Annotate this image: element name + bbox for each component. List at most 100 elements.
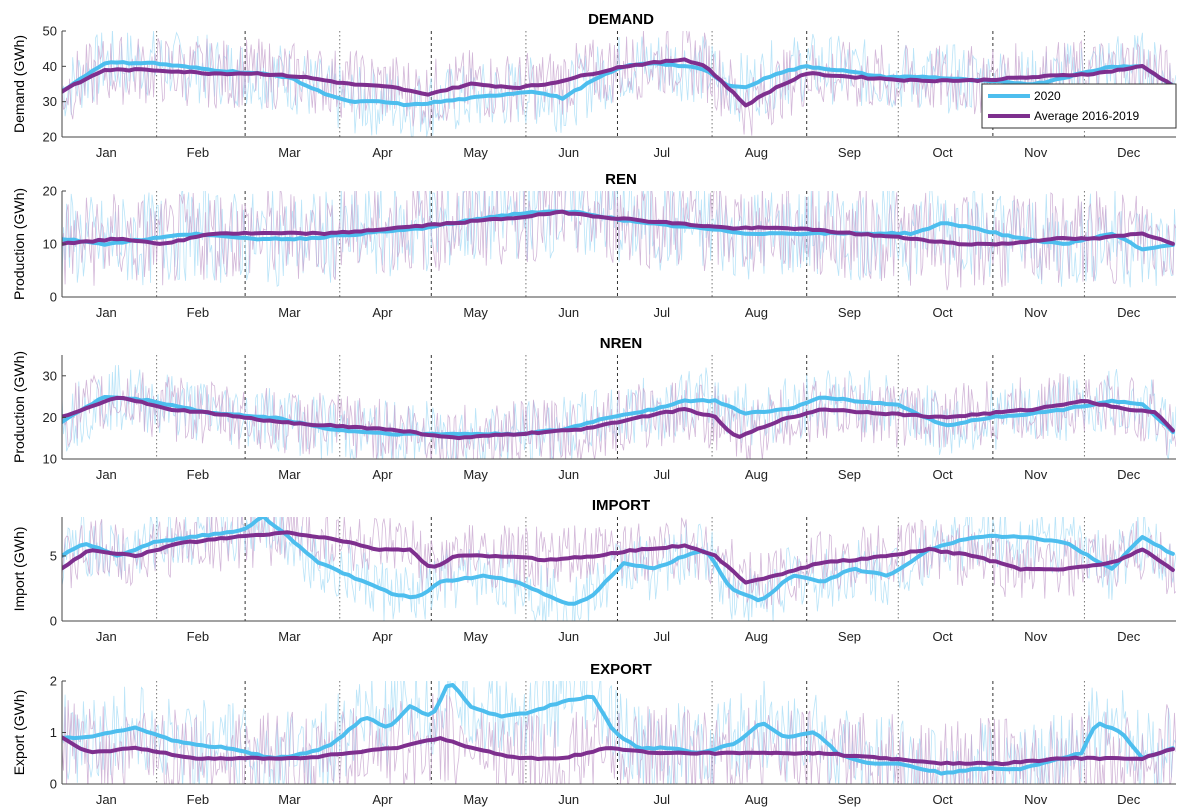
x-tick-label: Aug (745, 629, 768, 644)
y-tick-label: 30 (43, 94, 57, 109)
x-tick-label: Sep (838, 305, 861, 320)
x-tick-label: Dec (1117, 467, 1141, 482)
legend: 2020 Average 2016-2019 (981, 83, 1177, 129)
daily-noise (62, 191, 1176, 291)
y-tick-label: 10 (43, 237, 57, 252)
y-axis-label: Export (GWh) (11, 690, 27, 776)
series-line-average (62, 209, 1175, 247)
y-tick-label: 0 (50, 290, 57, 305)
x-tick-label: Jan (96, 792, 117, 807)
x-tick-label: Dec (1117, 792, 1141, 807)
x-tick-label: May (463, 145, 488, 160)
x-tick-label: May (463, 629, 488, 644)
daily-trace-avg (62, 693, 1176, 784)
y-tick-label: 20 (43, 184, 57, 199)
y-axis-label: Production (GWh) (11, 188, 27, 300)
x-tick-label: Nov (1024, 629, 1048, 644)
x-tick-label: Nov (1024, 145, 1048, 160)
x-tick-label: Nov (1024, 792, 1048, 807)
x-tick-label: Jul (653, 467, 670, 482)
y-axis-label: Import (GWh) (11, 527, 27, 612)
x-tick-label: Sep (838, 629, 861, 644)
panel-title: EXPORT (590, 661, 652, 678)
panel-title: DEMAND (588, 11, 654, 28)
x-tick-label: Sep (838, 467, 861, 482)
daily-trace-avg (62, 31, 1176, 136)
series-line-2020 (62, 683, 1175, 776)
x-tick-label: Mar (278, 145, 301, 160)
x-tick-label: Dec (1117, 305, 1141, 320)
x-tick-label: May (463, 305, 488, 320)
x-tick-label: Jan (96, 145, 117, 160)
x-tick-label: Nov (1024, 305, 1048, 320)
series-line-average (62, 57, 1175, 108)
x-tick-label: Jun (558, 792, 579, 807)
series-line-2020 (62, 517, 1175, 606)
x-tick-label: Jan (96, 305, 117, 320)
x-tick-label: Jun (558, 145, 579, 160)
panel-title: NREN (600, 335, 643, 352)
daily-trace-2020 (62, 191, 1176, 288)
x-tick-label: Dec (1117, 145, 1141, 160)
x-tick-label: Jul (653, 629, 670, 644)
panel-import: 0 5 Jan Feb Mar Apr May Jun Jul Aug Sep Oct Nov Dec IM… (11, 497, 1176, 644)
panel-demand: 20 30 40 50 Jan Feb Mar Apr May Jun Jul Aug Sep Oct No… (11, 11, 1176, 160)
y-tick-label: 20 (43, 410, 57, 425)
x-tick-label: Jan (96, 467, 117, 482)
x-tick-label: Jun (558, 629, 579, 644)
legend-box (981, 83, 1177, 129)
daily-noise (62, 364, 1176, 459)
series-line-average (62, 735, 1175, 767)
x-tick-label: Jan (96, 629, 117, 644)
x-tick-label: Apr (372, 629, 393, 644)
x-tick-label: Mar (278, 467, 301, 482)
panel-export: 0 1 2 Jan Feb Mar Apr May Jun Jul Aug Sep Oct Nov Dec E… (11, 661, 1176, 807)
x-tick-label: Aug (745, 467, 768, 482)
x-tick-label: Feb (187, 145, 209, 160)
y-tick-label: 20 (43, 130, 57, 145)
x-tick-label: Dec (1117, 629, 1141, 644)
x-tick-label: Oct (932, 792, 953, 807)
x-tick-label: Oct (932, 629, 953, 644)
x-tick-label: Oct (932, 467, 953, 482)
x-tick-label: Mar (278, 792, 301, 807)
y-tick-label: 10 (43, 452, 57, 467)
panel-title: REN (605, 171, 637, 188)
x-tick-label: Apr (372, 145, 393, 160)
x-tick-label: Apr (372, 467, 393, 482)
x-tick-label: Feb (187, 305, 209, 320)
x-tick-label: Apr (372, 305, 393, 320)
x-tick-label: Oct (932, 145, 953, 160)
y-axis-label: Demand (GWh) (11, 35, 27, 133)
x-tick-label: Sep (838, 792, 861, 807)
daily-trace-avg (62, 517, 1176, 610)
x-tick-label: Mar (278, 629, 301, 644)
x-tick-label: Jul (653, 792, 670, 807)
x-tick-label: Apr (372, 792, 393, 807)
x-tick-label: May (463, 467, 488, 482)
x-tick-label: Oct (932, 305, 953, 320)
legend-label: 2020 (1034, 89, 1061, 103)
y-tick-label: 1 (50, 725, 57, 740)
y-tick-label: 0 (50, 777, 57, 792)
x-tick-label: Feb (187, 629, 209, 644)
panel-nren: 10 20 30 Jan Feb Mar Apr May Jun Jul Aug Sep Oct Nov D… (11, 335, 1176, 482)
y-tick-label: 0 (50, 614, 57, 629)
x-tick-label: Aug (745, 145, 768, 160)
daily-trace-avg (62, 372, 1176, 459)
legend-label: Average 2016-2019 (1034, 109, 1140, 123)
x-tick-label: Feb (187, 467, 209, 482)
y-tick-label: 2 (50, 674, 57, 689)
x-tick-label: Aug (745, 305, 768, 320)
series-line-average (62, 530, 1175, 585)
y-tick-label: 50 (43, 24, 57, 39)
x-tick-label: Sep (838, 145, 861, 160)
x-tick-label: Mar (278, 305, 301, 320)
panel-title: IMPORT (592, 497, 650, 514)
y-axis-label: Production (GWh) (11, 351, 27, 463)
x-tick-label: Jun (558, 305, 579, 320)
x-tick-label: May (463, 792, 488, 807)
x-tick-label: Aug (745, 792, 768, 807)
